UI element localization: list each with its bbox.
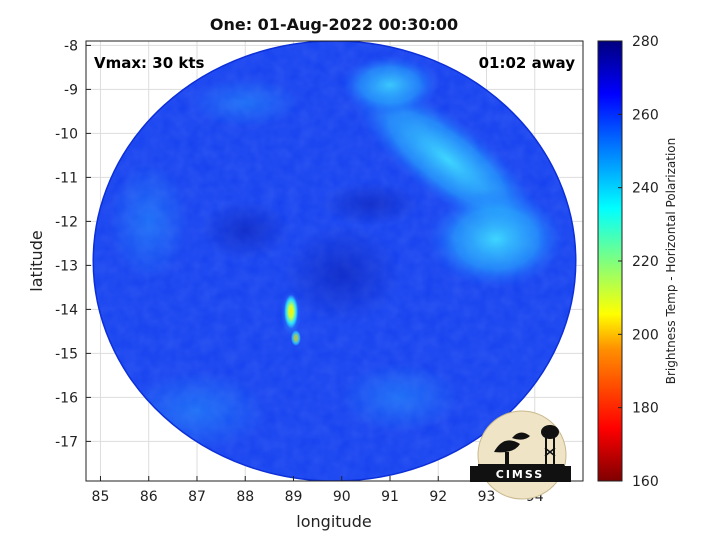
east-band [426,189,567,289]
x-tick-label: 89 [285,489,303,505]
swath-edge [92,41,577,481]
y-tick-label: -16 [55,390,78,406]
axes-box [85,40,584,482]
x-tick-label: 93 [478,489,496,505]
colorbar-tick-label: 200 [632,327,659,343]
light-cloud-area [190,77,301,128]
colorbar-ticks: 160 180 200 220 240 260 280 [618,34,659,490]
y-tick-label: -11 [55,170,78,186]
cimss-logo: CIMSS [470,410,571,500]
y-tick-label: -10 [55,126,78,142]
x-tick-label: 92 [429,489,447,505]
colorbar-tick-label: 220 [632,254,659,270]
satellite-dish-icon [494,432,530,464]
x-tick-label: 91 [381,489,399,505]
eye-core [284,294,299,329]
colorbar-tick-label: 280 [632,34,659,50]
colorbar-tick-label: 240 [632,181,659,197]
time-away-annotation: 01:02 away [479,54,576,72]
y-tick-label: -9 [64,82,78,98]
colorbar-tick-label: 260 [632,107,659,123]
x-tick-label: 85 [92,489,110,505]
y-axis: -8 -9 -10 -11 -12 -13 -14 -15 -16 -17 [55,38,91,450]
light-cloud-area [339,362,460,433]
y-tick-label: -12 [55,214,78,230]
colorbar-label: Brightness Temp - Horizontal Polarizatio… [664,138,678,385]
colorbar: 160 180 200 220 240 260 280 Brightness Temp - … [597,34,678,490]
y-tick-label: -17 [55,434,78,450]
y-tick-label: -15 [55,346,78,362]
logo-text: CIMSS [496,468,544,481]
y-tick-label: -8 [64,38,78,54]
y-tick-label: -13 [55,258,78,274]
water-tower-icon [541,425,559,464]
southern-spot [290,330,301,346]
y-tick-label: -14 [55,302,78,318]
x-tick-label: 90 [333,489,351,505]
north-band [339,55,440,115]
x-tick-label: 87 [188,489,206,505]
cold-cloud-region [281,224,402,325]
x-tick-label: 86 [140,489,158,505]
x-tick-label: 88 [236,489,254,505]
colorbar-tick-label: 180 [632,401,659,417]
y-axis-label: latitude [27,230,46,291]
cold-cloud-region [320,181,421,226]
chart-title: One: 01-Aug-2022 00:30:00 [210,15,458,34]
cold-cloud-region [200,200,291,261]
colorbar-tick-label: 160 [632,474,659,490]
microwave-swath [93,41,576,481]
x-axis-label: longitude [296,512,371,531]
vmax-annotation: Vmax: 30 kts [94,54,204,72]
light-cloud-area [108,161,189,282]
